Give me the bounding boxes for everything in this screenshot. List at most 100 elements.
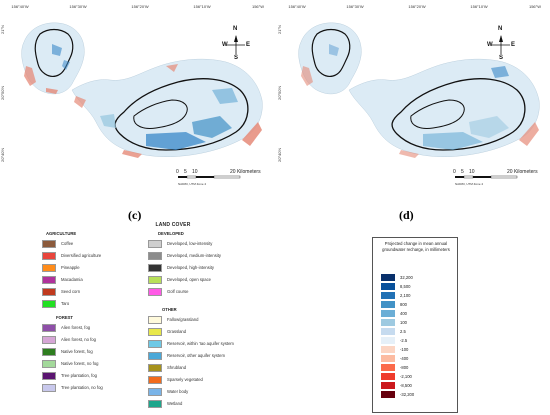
legend-label: Pineapple (61, 265, 80, 270)
legend-item: Golf course (148, 287, 188, 296)
legend-swatch (381, 363, 395, 371)
panel-label-c: (c) (128, 208, 142, 222)
lat-tick: 20°50'N (277, 85, 282, 100)
lon-tick: 156°40'W (11, 4, 29, 9)
scale-tick: 20 Kilometers (230, 169, 261, 175)
legend-label: Grassland (167, 329, 187, 334)
legend-label: Sparsely vegetated (167, 377, 203, 382)
legend-item: Taro (42, 299, 69, 308)
legend-label: Developed, open space (167, 277, 212, 282)
projection-note: NAD83, UTM Zone 4 (178, 182, 207, 186)
loss-zone (24, 66, 36, 86)
legend-swatch (381, 327, 395, 335)
legend-class: -32,200 (381, 390, 414, 398)
lon-tick: 156°40'W (288, 4, 306, 9)
legend-item: Shrubland (148, 363, 186, 372)
compass-e: E (246, 42, 251, 48)
legend-title: Projected change in mean annual groundwa… (382, 241, 450, 252)
legend-swatch (148, 263, 162, 272)
scale-bar (178, 175, 241, 179)
scale-bar (455, 175, 518, 179)
lat-tick: 20°50'N (0, 85, 5, 100)
legend-class: -2,100 (381, 372, 412, 380)
legend-class: 100 (381, 318, 407, 326)
legend-item: Native forest, fog (42, 347, 93, 356)
lat-tick: 20°40'N (0, 147, 5, 162)
west-maui (298, 22, 362, 95)
legend-class: -2.5 (381, 336, 407, 344)
inner-boundary-east (133, 99, 188, 129)
loss-zone (242, 122, 262, 146)
legend-swatch (42, 359, 56, 368)
legend-label: Developed, medium-intensity (167, 253, 221, 258)
legend-item: Pineapple (42, 263, 80, 272)
legend-label: Tree plantation, no fog (61, 385, 103, 390)
loss-zone (301, 66, 313, 86)
gain-zone (192, 116, 232, 138)
legend-swatch (42, 239, 56, 248)
lat-tick: 21°N (277, 25, 282, 34)
map-panel-d: 156°40'W 156°30'W 156°20'W 156°10'W 156°… (277, 4, 545, 204)
legend-label: Developed, high-intensity (167, 265, 215, 270)
lon-tick: 156°20'W (131, 4, 149, 9)
gain-zone (212, 88, 238, 104)
gain-zone (52, 44, 62, 56)
legend-class: -100 (381, 345, 408, 353)
legend-item: Macadamia (42, 275, 83, 284)
legend-swatch (381, 354, 395, 362)
legend-label: 2.5 (400, 328, 406, 334)
scale-tick: 5 (461, 169, 464, 175)
legend-class: 32,200 (381, 273, 413, 281)
legend-label: Wetland (167, 401, 183, 406)
legend-item: Wetland (148, 399, 182, 408)
compass-n: N (498, 26, 503, 32)
legend-swatch (381, 345, 395, 353)
legend-swatch (148, 387, 162, 396)
legend-label: Seed corn (61, 289, 81, 294)
gain-zone (329, 44, 339, 56)
legend-item: Alien forest, fog (42, 323, 90, 332)
legend-item: Grassland (148, 327, 186, 336)
legend-swatch (381, 390, 395, 398)
legend-swatch (148, 315, 162, 324)
legend-item: Reservoir, within 'Iao aquifer system (148, 339, 234, 348)
legend-swatch (148, 251, 162, 260)
aquifer-boundary-east (391, 78, 526, 151)
legend-label: -32,200 (400, 391, 415, 397)
legend-swatch (42, 287, 56, 296)
legend-swatch (42, 263, 56, 272)
legend-class: -400 (381, 354, 408, 362)
legend-label: 800 (400, 301, 407, 307)
legend-label: Diversified agriculture (61, 253, 102, 258)
legend-item: Fallow/grassland (148, 315, 198, 324)
legend-label: Fallow/grassland (167, 317, 199, 322)
scale-tick: 10 (469, 169, 475, 175)
legend-swatch (148, 287, 162, 296)
legend-group-heading: DEVELOPED (158, 231, 184, 236)
gain-zone (62, 60, 70, 70)
legend-swatch (148, 363, 162, 372)
legend-label: 32,200 (400, 274, 413, 280)
legend-item: Coffee (42, 239, 73, 248)
legend-swatch (148, 351, 162, 360)
lat-tick: 20°40'N (277, 147, 282, 162)
legend-swatch (148, 275, 162, 284)
legend-label: Golf course (167, 289, 189, 294)
legend-swatch (381, 291, 395, 299)
legend-swatch (42, 383, 56, 392)
compass-rose (492, 35, 510, 54)
legend-label: Macadamia (61, 277, 83, 282)
legend-swatch (42, 251, 56, 260)
map-panel-c: 156°40'W 156°30'W 156°20'W 156°10'W 156°… (0, 4, 268, 204)
scale-tick: 0 (176, 169, 179, 175)
legend-swatch (381, 273, 395, 281)
legend-swatch (381, 372, 395, 380)
aquifer-boundary-east (114, 78, 249, 151)
legend-label: -800 (400, 364, 409, 370)
loss-zone (46, 88, 58, 94)
legend-title: LAND COVER (155, 222, 191, 228)
gain-zone (423, 132, 483, 150)
compass-n: N (233, 26, 238, 32)
aquifer-boundary-west (34, 28, 74, 77)
legend-label: -100 (400, 346, 409, 352)
